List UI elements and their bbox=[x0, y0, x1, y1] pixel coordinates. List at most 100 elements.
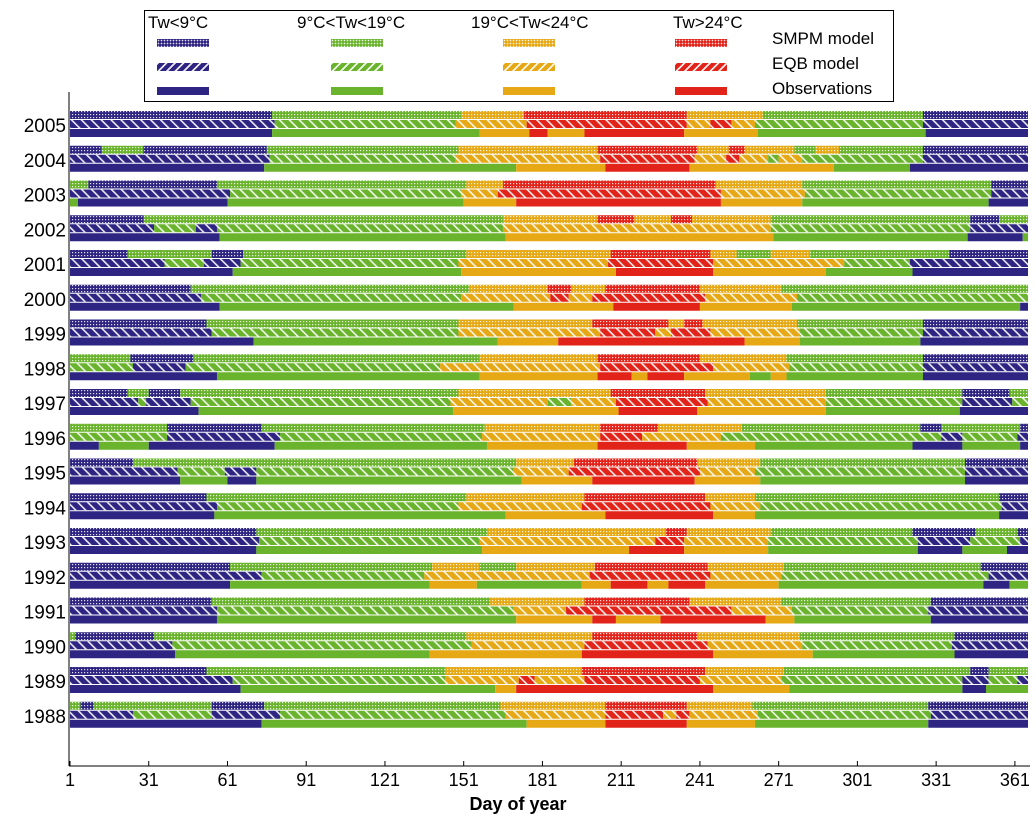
segment-pattern-smpm-1988 bbox=[93, 701, 212, 710]
segment-pattern-smpm-1991 bbox=[211, 597, 241, 606]
segment-pattern-eqb-1999 bbox=[655, 328, 672, 337]
segment-obs-1992 bbox=[983, 580, 1010, 589]
segment-obs-1988 bbox=[686, 719, 756, 728]
segment-pattern-smpm-1997 bbox=[458, 389, 611, 397]
segment-obs-1990 bbox=[429, 650, 582, 659]
segment-obs-1991 bbox=[216, 615, 517, 624]
legend-swatch-cold-eqb bbox=[157, 63, 209, 71]
segment-pattern-smpm-1995 bbox=[965, 458, 1028, 467]
segment-pattern-eqb-1992 bbox=[589, 571, 711, 580]
segment-pattern-eqb-1998 bbox=[132, 363, 186, 372]
segment-pattern-smpm-1992 bbox=[980, 562, 1028, 571]
segment-pattern-smpm-1990 bbox=[697, 632, 800, 641]
segment-pattern-smpm-1996 bbox=[167, 423, 262, 432]
y-tick-label: 2001 bbox=[24, 255, 66, 276]
segment-pattern-eqb-1988 bbox=[70, 710, 133, 719]
segment-obs-2004 bbox=[689, 163, 834, 172]
y-tick-label: 1993 bbox=[24, 533, 66, 554]
segment-pattern-eqb-1993 bbox=[70, 537, 259, 545]
segment-pattern-eqb-2001 bbox=[240, 259, 459, 267]
segment-pattern-smpm-2004 bbox=[923, 145, 1028, 154]
segment-pattern-eqb-1993 bbox=[917, 537, 971, 545]
segment-pattern-eqb-2004 bbox=[768, 154, 779, 163]
segment-pattern-eqb-1999 bbox=[600, 328, 656, 337]
segment-obs-1989 bbox=[789, 685, 963, 693]
segment-obs-1990 bbox=[70, 650, 175, 659]
x-tick-label: 181 bbox=[527, 770, 557, 790]
segment-obs-1993 bbox=[482, 546, 630, 554]
year-row-1993 bbox=[70, 528, 1028, 554]
segment-pattern-eqb-1992 bbox=[261, 571, 425, 580]
segment-obs-1991 bbox=[794, 615, 931, 624]
segment-pattern-smpm-1995 bbox=[70, 458, 133, 467]
segment-pattern-smpm-2004 bbox=[266, 145, 459, 154]
segment-pattern-eqb-2005 bbox=[731, 120, 756, 128]
segment-pattern-eqb-1993 bbox=[970, 537, 1021, 545]
segment-obs-1998 bbox=[923, 372, 1028, 381]
segment-pattern-eqb-1991 bbox=[70, 606, 217, 615]
segment-obs-2003 bbox=[516, 198, 721, 207]
segment-obs-1995 bbox=[592, 476, 695, 485]
segment-obs-1992 bbox=[1009, 580, 1028, 589]
year-row-1988 bbox=[70, 701, 1028, 728]
segment-pattern-smpm-1999 bbox=[668, 319, 685, 328]
segment-pattern-smpm-2002 bbox=[999, 215, 1028, 224]
segment-obs-1994 bbox=[755, 511, 1000, 520]
segment-pattern-smpm-2001 bbox=[466, 250, 611, 258]
segment-pattern-eqb-1991 bbox=[513, 606, 567, 615]
segment-obs-1997 bbox=[825, 407, 960, 415]
segment-obs-1988 bbox=[755, 719, 929, 728]
segment-pattern-smpm-1995 bbox=[132, 458, 517, 467]
segment-pattern-smpm-1994 bbox=[70, 493, 207, 502]
segment-pattern-eqb-1993 bbox=[684, 537, 769, 545]
segment-obs-2002 bbox=[505, 233, 774, 242]
segment-pattern-smpm-1998 bbox=[699, 354, 787, 363]
segment-pattern-smpm-1998 bbox=[479, 354, 598, 363]
segment-obs-1991 bbox=[70, 615, 217, 624]
y-tick-label: 1992 bbox=[24, 568, 66, 589]
segment-obs-2003 bbox=[70, 198, 78, 207]
segment-pattern-smpm-2001 bbox=[770, 250, 811, 258]
segment-pattern-eqb-1999 bbox=[671, 328, 711, 337]
segment-obs-2000 bbox=[1020, 302, 1028, 311]
y-tick-label: 2004 bbox=[24, 151, 67, 172]
segment-pattern-smpm-2005 bbox=[524, 111, 687, 119]
segment-obs-1992 bbox=[610, 580, 648, 589]
segment-pattern-eqb-1997 bbox=[450, 398, 548, 406]
segment-pattern-eqb-1993 bbox=[768, 537, 918, 545]
legend-label-smpm: SMPM model bbox=[772, 29, 875, 48]
year-row-1994 bbox=[70, 493, 1028, 520]
segment-pattern-smpm-1994 bbox=[584, 493, 706, 502]
segment-obs-1995 bbox=[180, 476, 228, 485]
segment-obs-1990 bbox=[954, 650, 1028, 659]
segment-obs-1997 bbox=[198, 407, 454, 415]
segment-pattern-smpm-2005 bbox=[70, 111, 273, 119]
segment-obs-1999 bbox=[799, 337, 921, 346]
segment-pattern-smpm-1994 bbox=[999, 493, 1028, 502]
segment-pattern-eqb-2001 bbox=[844, 259, 910, 267]
year-row-1998 bbox=[70, 354, 1028, 381]
segment-pattern-eqb-1992 bbox=[424, 571, 590, 580]
segment-pattern-eqb-2001 bbox=[909, 259, 1028, 267]
segment-pattern-eqb-2001 bbox=[70, 259, 165, 267]
segment-pattern-smpm-1988 bbox=[70, 701, 81, 710]
segment-obs-1999 bbox=[253, 337, 498, 346]
segment-obs-1990 bbox=[713, 650, 813, 659]
segment-pattern-eqb-1990 bbox=[70, 641, 173, 650]
segment-obs-1991 bbox=[660, 615, 766, 624]
segment-pattern-eqb-2003 bbox=[70, 189, 81, 198]
segment-pattern-eqb-1998 bbox=[70, 363, 133, 372]
year-row-1999 bbox=[70, 319, 1028, 346]
segment-pattern-eqb-2002 bbox=[70, 224, 154, 233]
segment-pattern-smpm-1993 bbox=[975, 528, 1018, 536]
segment-obs-1989 bbox=[240, 685, 496, 693]
segment-obs-1992 bbox=[476, 580, 582, 589]
segment-pattern-eqb-2001 bbox=[713, 259, 845, 267]
segment-pattern-eqb-2002 bbox=[503, 224, 771, 233]
segment-pattern-smpm-1991 bbox=[70, 597, 212, 606]
segment-obs-1992 bbox=[647, 580, 669, 589]
segment-pattern-smpm-1988 bbox=[264, 701, 501, 710]
segment-pattern-smpm-2001 bbox=[211, 250, 244, 258]
segment-obs-1991 bbox=[516, 615, 593, 624]
legend-label-cool: 9°C<Tw<19°C bbox=[297, 13, 406, 32]
